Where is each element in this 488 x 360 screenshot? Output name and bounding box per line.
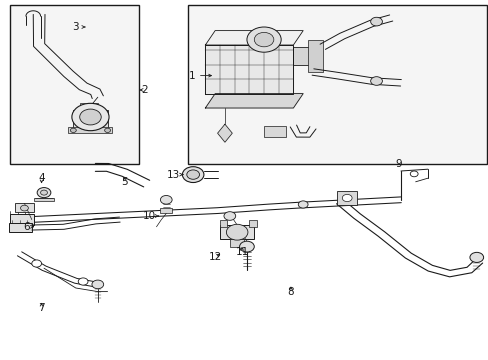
Circle shape [239,241,254,252]
Text: 9: 9 [394,159,401,169]
Text: 4: 4 [38,173,45,183]
Circle shape [41,190,47,195]
Text: 11: 11 [235,247,248,257]
Bar [220,220,227,227]
Circle shape [182,167,203,183]
Polygon shape [205,94,303,108]
Bar [229,239,244,247]
Polygon shape [217,124,232,142]
Bar [68,127,112,133]
Bar [307,40,322,72]
Bar [264,126,285,137]
Circle shape [80,109,101,125]
Bar [337,191,356,205]
Text: 13: 13 [166,170,183,180]
Bar [160,208,172,213]
Circle shape [246,27,281,52]
Bar [220,225,254,239]
Bar [9,223,32,232]
Circle shape [32,260,41,267]
Circle shape [298,201,307,208]
Circle shape [370,17,382,26]
Polygon shape [205,31,303,45]
Circle shape [37,188,51,198]
Text: 5: 5 [121,177,128,187]
Bar [34,198,54,201]
Circle shape [342,194,351,202]
Circle shape [186,170,199,179]
Circle shape [370,77,382,85]
Text: 1: 1 [188,71,211,81]
Circle shape [224,212,235,220]
Bar [10,5,139,164]
Text: 12: 12 [208,252,222,262]
Bar [188,5,486,164]
Bar [15,203,34,212]
Circle shape [409,171,417,177]
Circle shape [104,128,110,132]
Text: 6: 6 [23,222,33,232]
Text: 8: 8 [287,287,294,297]
Circle shape [70,128,76,132]
Circle shape [469,252,483,262]
Text: 2: 2 [140,85,147,95]
Circle shape [226,224,247,240]
Text: 7: 7 [38,303,45,313]
Text: 3: 3 [72,22,85,32]
Circle shape [72,103,109,131]
Bar [10,214,34,225]
Circle shape [254,32,273,47]
Bar [80,103,98,110]
Circle shape [78,278,88,285]
Bar [293,47,312,65]
Bar [249,220,256,227]
Circle shape [20,205,28,211]
Bar [73,110,107,130]
Text: 10: 10 [142,211,158,221]
Polygon shape [205,45,293,94]
Circle shape [160,195,172,204]
Circle shape [92,280,103,289]
